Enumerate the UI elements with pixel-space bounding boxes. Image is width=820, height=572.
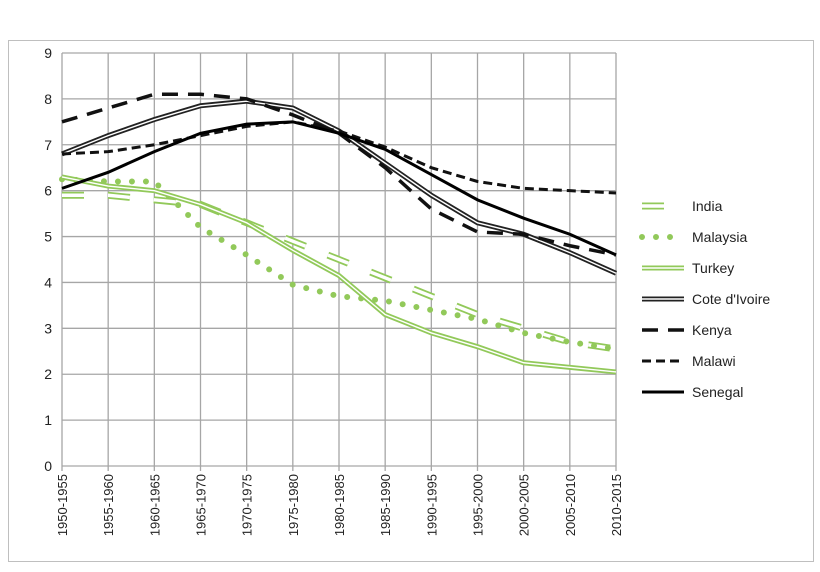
x-tick-label: 1960-1965 bbox=[147, 474, 162, 536]
y-tick-label: 9 bbox=[44, 45, 52, 61]
x-tick-label: 1955-1960 bbox=[101, 474, 116, 536]
legend-label: Kenya bbox=[692, 322, 732, 338]
series-line-malawi bbox=[61, 120, 617, 195]
series-line-india-inner bbox=[62, 193, 617, 351]
x-tick-label: 1990-1995 bbox=[424, 474, 439, 536]
legend-label: Turkey bbox=[692, 260, 734, 276]
y-tick-label: 4 bbox=[44, 274, 52, 290]
y-tick-label: 8 bbox=[44, 91, 52, 107]
y-tick-label: 6 bbox=[44, 183, 52, 199]
x-tick-label: 1970-1975 bbox=[240, 474, 255, 536]
legend-label: Malawi bbox=[692, 353, 736, 369]
x-tick-label: 2010-2015 bbox=[609, 474, 624, 536]
legend-label: Senegal bbox=[692, 384, 743, 400]
y-tick-label: 5 bbox=[44, 229, 52, 245]
x-tick-label: 1965-1970 bbox=[194, 474, 209, 536]
series-line-malaysia bbox=[59, 176, 619, 352]
x-tick-label: 1985-1990 bbox=[378, 474, 393, 536]
x-tick-label: 1980-1985 bbox=[332, 474, 347, 536]
x-tick-label: 1975-1980 bbox=[286, 474, 301, 536]
y-tick-label: 2 bbox=[44, 366, 52, 382]
series-line-turkey-inner bbox=[61, 176, 617, 373]
y-tick-label: 1 bbox=[44, 412, 52, 428]
series-line-senegal bbox=[61, 120, 617, 257]
legend-label: Cote d'Ivoire bbox=[692, 291, 770, 307]
x-tick-label: 2005-2010 bbox=[563, 474, 578, 536]
y-tick-label: 7 bbox=[44, 137, 52, 153]
x-tick-label: 2000-2005 bbox=[517, 474, 532, 536]
legend-label: Malaysia bbox=[692, 229, 747, 245]
y-tick-label: 0 bbox=[44, 458, 52, 474]
y-tick-label: 3 bbox=[44, 320, 52, 336]
x-tick-label: 1950-1955 bbox=[55, 474, 70, 536]
legend-label: India bbox=[692, 198, 723, 214]
x-tick-label: 1995-2000 bbox=[471, 474, 486, 536]
